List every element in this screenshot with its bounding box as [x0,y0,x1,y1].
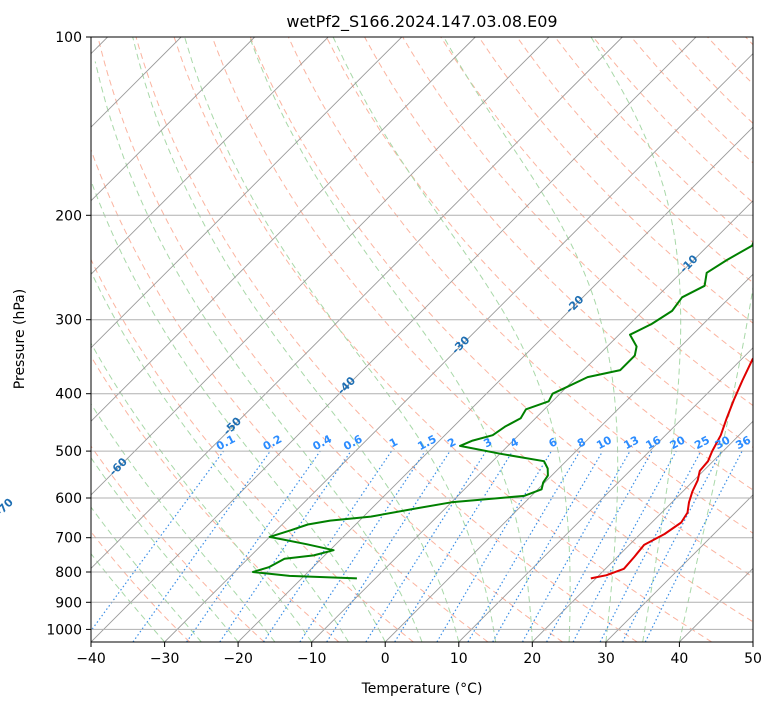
isotherm-line [531,420,753,642]
dry-adiabat [402,37,753,407]
y-tick-label: 500 [55,444,82,460]
dry-adiabat [211,37,753,623]
x-axis-ticks: −40 −30 −20 −10 0 10 20 30 40 50 [76,642,762,667]
y-axis-ticks: 100 200 300 400 500 600 700 800 900 1000 [46,30,91,638]
mixing-ratio-label: 36 [733,433,753,452]
dewpoint-profile-line [251,240,753,580]
mixing-ratio-label: 30 [713,433,733,452]
mixing-ratio-label: 16 [644,433,664,452]
moist-adiabat [132,37,460,642]
isotherm-line [91,37,256,202]
moist-adiabat [94,61,423,642]
y-tick-label: 600 [55,491,82,507]
dry-adiabat [326,37,753,491]
isotherm-line [384,273,753,642]
isotherm-line [91,37,476,422]
mixing-ratio-label: 25 [692,433,712,452]
moist-adiabat [91,270,349,642]
x-tick-label: −20 [223,651,253,667]
y-tick-label: 400 [55,387,82,403]
isotherm-line [164,52,753,642]
isotherm-line [91,37,329,275]
y-axis-label: Pressure (hPa) [12,289,28,389]
x-tick-label: −30 [150,651,180,667]
x-axis-label: Temperature (°C) [361,681,483,697]
moist-adiabat [249,37,533,642]
x-tick-label: 50 [744,651,762,667]
x-tick-label: 40 [670,651,688,667]
moist-adiabat [91,179,386,642]
isotherm-line [311,200,753,642]
dry-adiabat [97,37,563,642]
y-tick-label: 200 [55,208,82,224]
y-tick-label: 900 [55,595,82,611]
x-tick-label: 10 [450,651,468,667]
temperature-profile-line [590,357,753,580]
y-tick-label: 100 [55,30,82,46]
plot-frame [90,36,754,643]
dry-adiabat [249,37,753,578]
isotherm-line [91,37,697,642]
dry-adiabat [364,37,753,449]
dry-adiabat [91,445,265,642]
moist-adiabat [678,284,753,642]
mixing-ratio-label: 10 [594,433,614,452]
dry-adiabat [135,37,638,642]
x-tick-label: 0 [381,651,390,667]
x-tick-label: 30 [597,651,615,667]
isotherm-line [605,494,753,642]
background-lines [91,37,753,642]
dry-adiabat [630,37,753,164]
y-tick-label: 800 [55,565,82,581]
moist-adiabat [590,37,682,642]
x-tick-label: −10 [297,651,327,667]
chart-title: wetPf2_S166.2024.147.03.08.E09 [286,12,557,32]
y-tick-label: 1000 [46,622,82,638]
moist-adiabat [332,37,571,642]
isotherm-line [91,37,623,570]
dry-adiabat [478,37,753,324]
dry-adiabat [592,37,753,204]
x-tick-label: 20 [523,651,541,667]
moist-adiabat [443,37,619,642]
dry-adiabat [91,258,414,642]
y-tick-label: 700 [55,531,82,547]
mixing-ratio-label: 13 [622,433,642,452]
y-tick-label: 300 [55,313,82,329]
isotherm-line [458,347,753,642]
mixing-ratio-label: 20 [668,433,688,452]
isotherm-line [91,37,403,349]
isotherm-line [237,126,753,642]
x-tick-label: −40 [76,651,106,667]
profile-lines [251,240,753,580]
isotherm-line [91,37,550,496]
